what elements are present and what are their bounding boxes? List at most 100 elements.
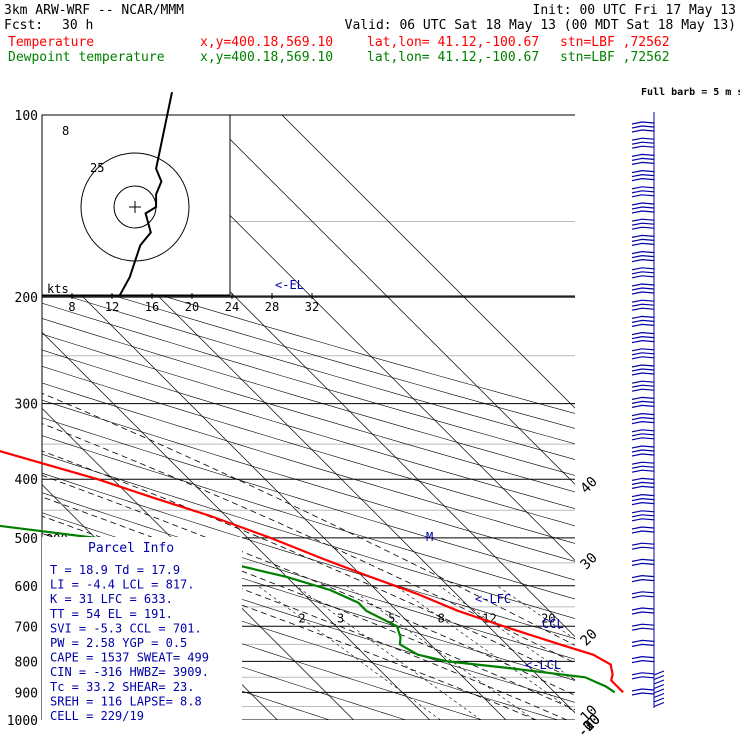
mixing-ratio-12 [439, 585, 575, 681]
wind-barb [631, 186, 655, 198]
dewpoint-latlon: lat,lon= 41.12,-100.67 [367, 50, 540, 65]
wind-barb [631, 672, 655, 680]
wind-barb [631, 380, 655, 392]
surface-barb [653, 697, 665, 703]
wind-barb [631, 655, 655, 664]
wind-barb [631, 218, 655, 230]
wind-barb [631, 574, 655, 583]
model-title: 3km ARW-WRF -- NCAR/MMM [4, 3, 185, 18]
parcel-info-row: SVI = -5.3 CCL = 701. [50, 621, 202, 635]
parcel-info-row: TT = 54 EL = 191. [50, 607, 173, 621]
wind-barb [631, 202, 655, 214]
isotherm-label-30: 30 [578, 550, 601, 573]
lfc-annotation: <-LFC [475, 592, 511, 606]
wind-barb [631, 153, 655, 165]
wind-barbs [631, 112, 665, 708]
hodograph-trace [118, 91, 173, 297]
hodograph-unit-label: kts [47, 282, 69, 296]
wind-legend-label: Full barb = 5 m s-1 [641, 87, 740, 98]
pressure-label-300: 300 [15, 398, 38, 413]
el-annotation: <-EL [275, 278, 304, 292]
wind-barb [631, 121, 655, 133]
dry-adiabat-440 [42, 273, 575, 429]
valid-time: Valid: 06 UTC Sat 18 May 13 (00 MDT Sat … [344, 18, 736, 33]
speed-label-16: 16 [145, 300, 159, 314]
dry-adiabat-310 [42, 492, 575, 660]
dry-adiabat-270 [42, 576, 483, 720]
wind-barb [631, 364, 655, 376]
wind-barb [631, 623, 655, 631]
dry-adiabat-340 [42, 435, 575, 600]
mixing-ratio-5 [346, 585, 535, 720]
parcel-info-row: Tc = 33.2 SHEAR= 23. [50, 680, 195, 694]
isotherm--20 [42, 407, 354, 720]
wind-barb [631, 283, 655, 295]
level-annotations: <-EL <-LFC <-LCL CCL M [275, 278, 564, 672]
wind-barb [631, 510, 655, 522]
wind-barb [631, 267, 655, 279]
pressure-label-600: 600 [15, 580, 38, 595]
parcel-info-row: K = 31 LFC = 633. [50, 592, 173, 606]
parcel-info-row: T = 18.9 Td = 17.9 [50, 563, 180, 577]
forecast-label: Fcst: [4, 18, 44, 33]
dry-adiabat-390 [42, 349, 575, 509]
speed-label-20: 20 [185, 300, 199, 314]
m-annotation: M [426, 530, 433, 544]
dewpoint-station: stn=LBF ,72562 [560, 50, 670, 65]
temperature-xy: x,y=400.18,569.10 [200, 35, 334, 50]
dry-adiabat-430 [42, 287, 575, 445]
parcel-info-row: PW = 2.58 YGP = 0.5 [50, 636, 187, 650]
moist-adiabat-28 [42, 392, 575, 646]
parcel-info-panel: Parcel Info T = 18.9 Td = 17.9LI = -4.4 … [42, 537, 242, 723]
pressure-label-700: 700 [15, 620, 38, 635]
mixing-ratio-labels: 2 3 5 8 12 20 [298, 612, 555, 626]
dry-adiabat-260 [42, 599, 406, 720]
moist-adiabat-12 [42, 496, 575, 711]
parcel-info-row: SREH = 116 LAPSE= 8.8 [50, 694, 202, 708]
speed-label-12: 12 [105, 300, 119, 314]
parcel-info-row: LI = -4.4 LCL = 817. [50, 578, 195, 592]
isotherm-label-20: 20 [578, 626, 601, 649]
pressure-label-200: 200 [15, 291, 38, 306]
parcel-info-row: CIN = -316 HWBZ= 3909. [50, 665, 209, 679]
wind-barb [631, 137, 655, 149]
dry-adiabat-330 [42, 453, 575, 619]
surface-barb [653, 692, 665, 699]
isotherm-40 [205, 115, 575, 485]
surface-barb [653, 670, 665, 676]
dry-adiabat-450 [42, 259, 575, 414]
wind-barb [631, 331, 655, 344]
hodograph-ring-label-mid: 25 [90, 161, 104, 175]
surface-barb [653, 688, 665, 694]
temperature-station: stn=LBF ,72562 [560, 35, 670, 50]
wind-barb [631, 348, 655, 360]
speed-axis: 8 12 16 20 24 28 32 [42, 293, 575, 314]
hodograph: 8 25 kts [41, 91, 231, 297]
wind-barb [631, 412, 655, 425]
temperature-legend: Temperature [8, 35, 95, 50]
pressure-label-500: 500 [15, 532, 38, 547]
wind-barb [631, 607, 655, 615]
wind-barb [631, 234, 655, 246]
wind-barb [631, 299, 655, 311]
mixing-ratio-label-5: 5 [388, 612, 395, 626]
wind-barb [631, 429, 655, 441]
wind-barb [631, 688, 655, 696]
wind-barb [631, 396, 655, 408]
wind-barb [631, 169, 655, 182]
mixing-ratio-label-3: 3 [337, 612, 344, 626]
speed-label-24: 24 [225, 300, 239, 314]
wind-barb [631, 250, 655, 263]
pressure-axis: 100 200 300 400 500 600 700 800 900 1000 [7, 109, 38, 729]
wind-barb [631, 461, 655, 473]
hodograph-box [41, 114, 231, 296]
dewpoint-legend: Dewpoint temperature [8, 50, 165, 65]
wind-barb [631, 542, 655, 550]
mixing-ratio-8 [395, 585, 575, 713]
speed-label-28: 28 [265, 300, 279, 314]
speed-label-32: 32 [305, 300, 319, 314]
temperature-latlon: lat,lon= 41.12,-100.67 [367, 35, 540, 50]
mixing-ratio-2 [257, 585, 441, 720]
lcl-annotation: <-LCL [525, 658, 561, 672]
